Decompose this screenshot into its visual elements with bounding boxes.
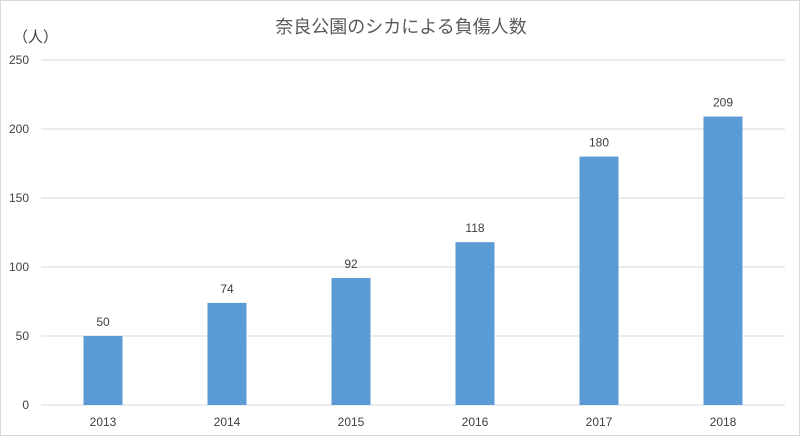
data-label-2014: 74 bbox=[220, 282, 234, 296]
bar-2013 bbox=[83, 336, 123, 405]
bar-2016 bbox=[455, 242, 495, 405]
x-tick-label: 2014 bbox=[214, 415, 241, 429]
data-labels: 50 74 92 118 180 209 bbox=[96, 96, 733, 329]
x-tick-label: 2013 bbox=[90, 415, 117, 429]
y-axis-unit-label: （人） bbox=[13, 28, 58, 46]
data-label-2016: 118 bbox=[465, 221, 484, 235]
y-tick-label: 250 bbox=[9, 53, 29, 67]
y-axis-ticks: 0 50 100 150 200 250 bbox=[9, 53, 29, 412]
bar-2014 bbox=[207, 302, 247, 405]
bar-2018 bbox=[703, 116, 743, 405]
x-tick-label: 2016 bbox=[462, 415, 489, 429]
data-label-2015: 92 bbox=[344, 257, 358, 271]
bar-2015 bbox=[331, 278, 371, 405]
y-tick-label: 150 bbox=[9, 191, 29, 205]
data-label-2017: 180 bbox=[589, 136, 609, 150]
y-tick-label: 100 bbox=[9, 260, 29, 274]
x-axis-ticks: 2013 2014 2015 2016 2017 2018 bbox=[90, 415, 737, 429]
y-tick-label: 200 bbox=[9, 122, 29, 136]
data-label-2013: 50 bbox=[96, 315, 110, 329]
y-tick-label: 0 bbox=[22, 398, 29, 412]
x-tick-label: 2015 bbox=[338, 415, 365, 429]
bar-2017 bbox=[579, 156, 619, 405]
y-tick-label: 50 bbox=[16, 329, 30, 343]
bars bbox=[83, 116, 743, 405]
gridlines bbox=[41, 59, 785, 406]
chart-title: 奈良公園のシカによる負傷人数 bbox=[275, 17, 526, 38]
x-tick-label: 2017 bbox=[586, 415, 613, 429]
x-tick-label: 2018 bbox=[710, 415, 737, 429]
data-label-2018: 209 bbox=[713, 96, 733, 110]
